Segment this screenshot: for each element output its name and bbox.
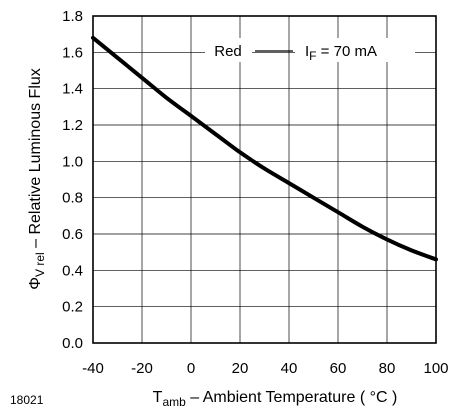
- y-axis-symbol: Φ: [27, 277, 44, 290]
- y-tick-label: 0.4: [62, 262, 83, 279]
- grid-lines: [93, 16, 436, 343]
- x-axis-subscript: amb: [162, 395, 186, 409]
- y-tick-label: 1.6: [62, 44, 83, 61]
- x-tick-label: -40: [82, 360, 104, 377]
- legend-label-background: [205, 38, 252, 62]
- y-axis-label: ΦV rel – Relative Luminous Flux: [27, 68, 47, 290]
- plot-frame: [92, 15, 437, 344]
- condition-subscript: F: [309, 49, 316, 63]
- condition-symbol: I: [305, 43, 309, 60]
- x-tick-label: 60: [330, 360, 347, 377]
- x-axis-text: – Ambient Temperature ( °C ): [186, 389, 398, 406]
- y-tick-label: 1.8: [62, 8, 83, 25]
- y-tick-label: 1.2: [62, 117, 83, 134]
- y-tick-label: 0.0: [62, 335, 83, 352]
- x-tick-label: 80: [379, 360, 396, 377]
- series-label-red: Red: [214, 43, 242, 60]
- figure-id: 18021: [10, 393, 44, 407]
- y-axis-subscript: V rel: [33, 252, 47, 277]
- condition-label-background: [295, 38, 415, 62]
- y-tick-label: 0.2: [62, 299, 83, 316]
- x-axis-label: Tamb – Ambient Temperature ( °C ): [153, 389, 398, 409]
- x-tick-label: 20: [232, 360, 249, 377]
- x-tick-label: -20: [131, 360, 153, 377]
- series-line-red: [91, 35, 438, 262]
- y-axis-text: – Relative Luminous Flux: [27, 68, 44, 252]
- x-tick-label: 100: [423, 360, 448, 377]
- y-tick-label: 1.4: [62, 81, 83, 98]
- condition-text: = 70 mA: [317, 43, 377, 60]
- condition-label: IF = 70 mA: [305, 43, 377, 63]
- x-tick-label: 40: [281, 360, 298, 377]
- y-tick-label: 0.6: [62, 226, 83, 243]
- x-axis-symbol: T: [153, 389, 163, 406]
- y-tick-label: 1.0: [62, 153, 83, 170]
- legend-annotation: Red IF = 70 mA: [205, 38, 415, 63]
- y-axis-ticks: 0.0 0.2 0.4 0.6 0.8 1.0 1.2 1.4 1.6 1.8: [62, 8, 83, 352]
- x-tick-label: 0: [187, 360, 195, 377]
- y-tick-label: 0.8: [62, 190, 83, 207]
- x-axis-ticks: -40 -20 0 20 40 60 80 100: [82, 360, 448, 377]
